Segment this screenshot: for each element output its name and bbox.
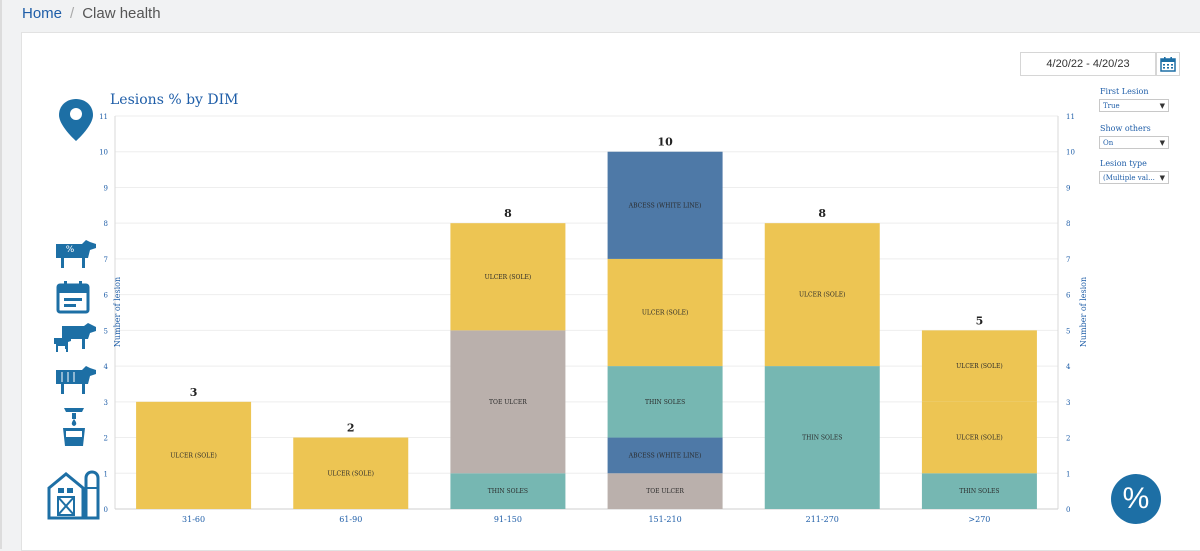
segment-label: ULCER (SOLE) [327, 470, 374, 477]
bar-segment [450, 330, 566, 474]
y2-tick-label: 3 [1066, 399, 1070, 407]
x-tick-label: 31-60 [182, 515, 205, 524]
bar-segment [921, 330, 1037, 402]
bar-segment [764, 223, 880, 367]
y2-tick-label: 2 [1066, 435, 1070, 443]
y2-tick-label: 0 [1066, 506, 1070, 514]
svg-text:%: % [66, 245, 75, 255]
bar-segment [921, 401, 1037, 474]
segment-label: ULCER (SOLE) [170, 452, 217, 459]
y-tick-label: 11 [99, 113, 108, 121]
cow-percent-icon[interactable]: % [52, 238, 98, 270]
segment-label: ABCESS (WHITE LINE) [628, 202, 702, 209]
y2-tick-label: 7 [1066, 256, 1070, 264]
x-tick-label: 211-270 [806, 515, 839, 524]
bar-total-label: 8 [818, 207, 826, 220]
filter-show-others-label: Show others [1100, 124, 1151, 133]
y2-tick-label: 6 [1066, 292, 1071, 300]
breadcrumb: Home / Claw health [22, 5, 161, 22]
bar-segment [607, 473, 723, 509]
calendar-icon[interactable] [56, 280, 90, 314]
dropdown-arrow-icon: ▼ [1159, 102, 1165, 110]
bar-total-label: 10 [657, 136, 673, 149]
y-tick-label: 6 [104, 292, 109, 300]
chart-title: Lesions % by DIM [110, 92, 239, 108]
x-tick-label: >270 [968, 515, 990, 524]
segment-label: THIN SOLES [959, 488, 999, 495]
calendar-button[interactable] [1156, 52, 1180, 76]
cow-icon[interactable] [52, 364, 98, 396]
segment-label: ULCER (SOLE) [956, 363, 1003, 370]
y2-axis-label: Number of lesion [1079, 277, 1088, 347]
location-pin-icon[interactable] [58, 98, 94, 142]
y2-tick-label: 4 [1066, 363, 1071, 371]
calendar-icon [1160, 57, 1176, 72]
bar-segment [607, 437, 723, 474]
cow-calf-icon[interactable] [52, 322, 98, 354]
bar-total-label: 5 [976, 314, 984, 327]
segment-label: THIN SOLES [645, 399, 685, 406]
date-range-input[interactable]: 4/20/22 - 4/20/23 [1020, 52, 1156, 76]
barn-icon[interactable] [46, 464, 102, 520]
bar-segment [764, 366, 880, 509]
y-tick-label: 0 [104, 506, 108, 514]
y-tick-label: 9 [104, 184, 108, 192]
segment-label: TOE ULCER [489, 399, 527, 406]
bar-total-label: 2 [347, 422, 355, 435]
breadcrumb-current: Claw health [82, 5, 161, 22]
y-tick-label: 2 [104, 435, 108, 443]
y2-tick-label: 10 [1066, 149, 1075, 157]
filter-first-lesion-label: First Lesion [1100, 87, 1149, 96]
bar-segment [607, 366, 723, 438]
y-tick-label: 8 [104, 220, 108, 228]
bar-segment [136, 401, 252, 509]
segment-label: TOE ULCER [646, 488, 684, 495]
y-tick-label: 7 [104, 256, 108, 264]
y2-tick-label: 5 [1066, 327, 1070, 335]
y-tick-label: 3 [104, 399, 108, 407]
x-tick-label: 151-210 [648, 515, 681, 524]
bar-segment [921, 473, 1037, 509]
y-tick-label: 1 [104, 470, 108, 478]
segment-label: ULCER (SOLE) [956, 435, 1003, 442]
segment-label: ABCESS (WHITE LINE) [628, 452, 702, 459]
milk-bucket-icon[interactable] [60, 406, 88, 448]
x-tick-label: 61-90 [339, 515, 362, 524]
filter-lesion-type-select[interactable]: (Multiple val... ▼ [1099, 171, 1169, 184]
page-left-edge [0, 0, 2, 549]
segment-label: ULCER (SOLE) [642, 310, 689, 317]
y2-tick-label: 11 [1066, 113, 1075, 121]
breadcrumb-home-link[interactable]: Home [22, 5, 63, 22]
bar-segment [607, 258, 723, 367]
segment-label: ULCER (SOLE) [799, 292, 846, 299]
filter-first-lesion-value: True [1103, 102, 1120, 110]
bar-total-label: 8 [504, 207, 512, 220]
y-axis-label: Number of lesion [113, 277, 122, 347]
y-tick-label: 4 [104, 363, 109, 371]
bar-segment [293, 437, 409, 509]
bar-segment [607, 151, 723, 259]
breadcrumb-separator: / [70, 5, 75, 22]
bar-total-label: 3 [190, 386, 198, 399]
filter-show-others-select[interactable]: On ▼ [1099, 136, 1169, 149]
filter-show-others-value: On [1103, 139, 1114, 147]
y2-tick-label: 9 [1066, 184, 1070, 192]
segment-label: THIN SOLES [488, 488, 528, 495]
y2-tick-label: 1 [1066, 470, 1070, 478]
dropdown-arrow-icon: ▼ [1159, 174, 1165, 182]
dropdown-arrow-icon: ▼ [1159, 139, 1165, 147]
filter-lesion-type-value: (Multiple val... [1103, 174, 1155, 182]
bar-segment [450, 473, 566, 509]
y2-tick-label: 8 [1066, 220, 1070, 228]
filter-first-lesion-select[interactable]: True ▼ [1099, 99, 1169, 112]
x-tick-label: 91-150 [494, 515, 522, 524]
segment-label: THIN SOLES [802, 435, 842, 442]
filter-lesion-type-label: Lesion type [1100, 159, 1147, 168]
y-tick-label: 10 [99, 149, 108, 157]
bar-segment [450, 223, 566, 331]
y-tick-label: 5 [104, 327, 108, 335]
percent-toggle-button[interactable]: % [1111, 474, 1161, 524]
segment-label: ULCER (SOLE) [485, 274, 532, 281]
